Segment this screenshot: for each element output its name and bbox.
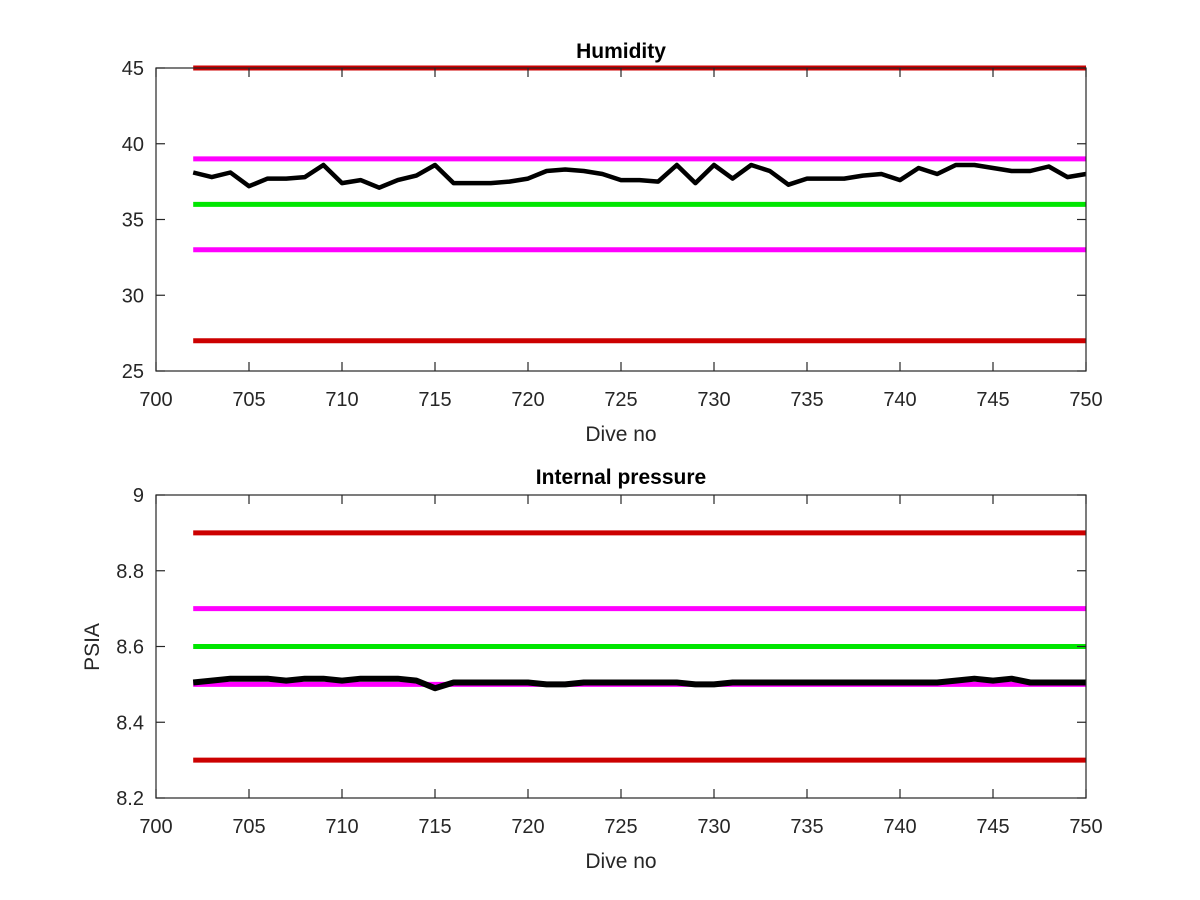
humidity-x-tick-label: 735 bbox=[790, 389, 823, 411]
humidity-chart-title: Humidity bbox=[576, 40, 666, 63]
humidity-series bbox=[192, 162, 1087, 190]
internal-pressure-y-tick-label: 8.6 bbox=[116, 637, 144, 659]
humidity-y-tick-label: 45 bbox=[122, 58, 144, 80]
internal-pressure-y-tick-label: 9 bbox=[133, 485, 144, 507]
internal-pressure-x-tick-label: 740 bbox=[883, 816, 916, 838]
humidity-x-axis-label: Dive no bbox=[585, 423, 656, 446]
humidity-x-tick-label: 700 bbox=[139, 389, 172, 411]
humidity-x-tick-label: 710 bbox=[325, 389, 358, 411]
internal-pressure-x-tick-label: 725 bbox=[604, 816, 637, 838]
humidity-x-tick-label: 715 bbox=[418, 389, 451, 411]
internal-pressure-x-tick-label: 705 bbox=[232, 816, 265, 838]
internal-pressure-y-ticks: 8.2 8.4 8.6 8.8 9 bbox=[116, 485, 1086, 810]
internal-pressure-x-tick-label: 720 bbox=[511, 816, 544, 838]
internal-pressure-x-tick-label: 715 bbox=[418, 816, 451, 838]
humidity-x-tick-label: 750 bbox=[1069, 389, 1102, 411]
internal-pressure-y-tick-label: 8.4 bbox=[116, 712, 144, 734]
internal-pressure-x-ticks: 700 705 710 715 720 725 730 735 740 745 750 bbox=[139, 495, 1103, 838]
humidity-x-tick-label: 740 bbox=[883, 389, 916, 411]
humidity-y-tick-label: 30 bbox=[122, 285, 144, 307]
internal-pressure-x-tick-label: 700 bbox=[139, 816, 172, 838]
humidity-x-tick-label: 720 bbox=[511, 389, 544, 411]
internal-pressure-y-tick-label: 8.2 bbox=[116, 788, 144, 810]
internal-pressure-x-tick-label: 730 bbox=[697, 816, 730, 838]
internal-pressure-y-axis-label: PSIA bbox=[81, 623, 104, 671]
internal-pressure-chart: Internal pressure 700 705 710 715 720 725 730 7… bbox=[81, 466, 1103, 873]
internal-pressure-chart-title: Internal pressure bbox=[536, 466, 706, 489]
humidity-y-tick-label: 25 bbox=[122, 361, 144, 383]
internal-pressure-y-tick-label: 8.8 bbox=[116, 561, 144, 583]
humidity-y-tick-label: 35 bbox=[122, 210, 144, 232]
internal-pressure-series bbox=[192, 675, 1086, 692]
internal-pressure-x-axis-label: Dive no bbox=[585, 850, 656, 873]
humidity-series-line-0 bbox=[192, 162, 1087, 190]
humidity-x-tick-label: 745 bbox=[976, 389, 1009, 411]
internal-pressure-x-tick-label: 745 bbox=[976, 816, 1009, 838]
humidity-y-tick-label: 40 bbox=[122, 134, 144, 156]
humidity-x-ticks: 700 705 710 715 720 725 730 735 740 745 750 bbox=[139, 68, 1103, 411]
humidity-x-tick-label: 705 bbox=[232, 389, 265, 411]
humidity-y-ticks: 25 30 35 40 45 bbox=[122, 58, 1086, 383]
internal-pressure-x-tick-label: 710 bbox=[325, 816, 358, 838]
humidity-x-tick-label: 725 bbox=[604, 389, 637, 411]
internal-pressure-x-tick-label: 750 bbox=[1069, 816, 1102, 838]
humidity-x-tick-label: 730 bbox=[697, 389, 730, 411]
humidity-chart: Humidity 700 705 710 715 720 725 730 735 740 745 7… bbox=[122, 40, 1103, 446]
internal-pressure-series-line-0 bbox=[192, 675, 1086, 692]
internal-pressure-x-tick-label: 735 bbox=[790, 816, 823, 838]
